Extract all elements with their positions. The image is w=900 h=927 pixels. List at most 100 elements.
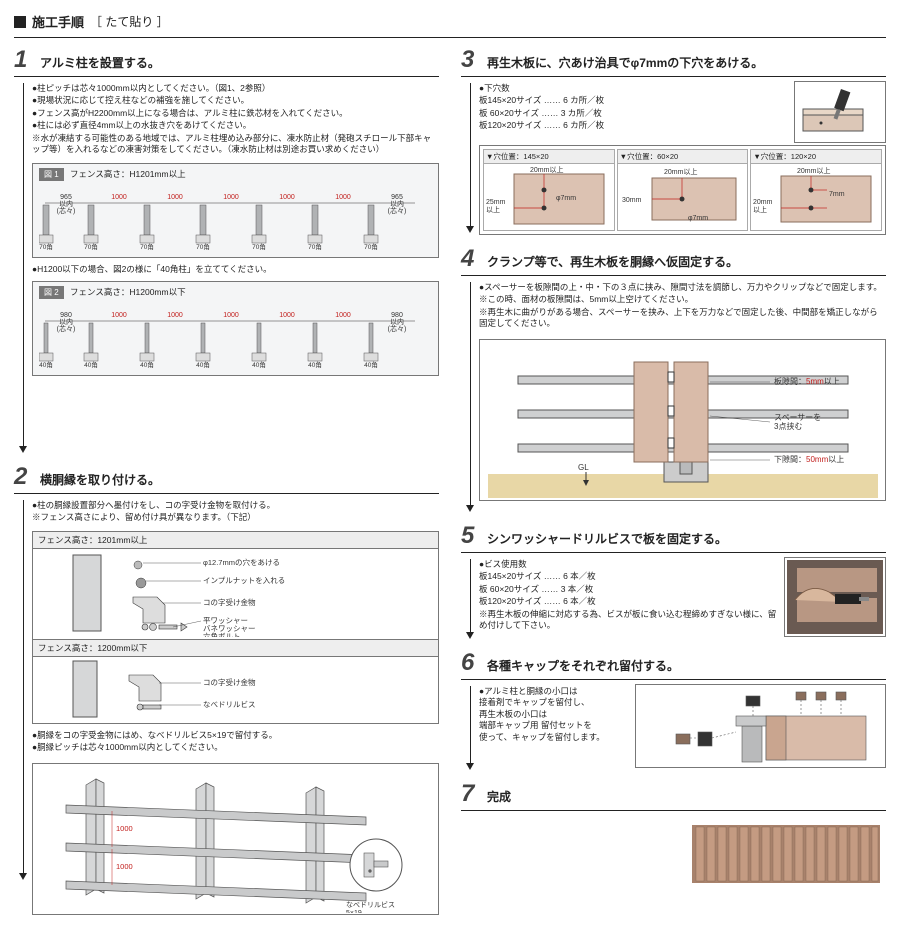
panel-h: ▼穴位置：145×20 <box>484 150 614 164</box>
step-4-diagram: GL 板隙間：5mm以上 スペーサーを3点挟む 下隙間：50mm以上 <box>479 339 886 501</box>
header-subtitle: ［ たて貼り ］ <box>90 13 169 30</box>
note: ●胴縁をコの字受金物にはめ、なべドリルビス5×19で留付する。 <box>32 730 439 741</box>
note: 板120×20サイズ …… 6 本／枚 <box>479 596 778 607</box>
note: ●フェンス高がH2200mm以上になる場合は、アルミ柱に鉄芯材を入れてください。 <box>32 108 439 119</box>
svg-text:70角: 70角 <box>196 242 210 251</box>
note: ●胴縁ピッチは芯々1000mm以内としてください。 <box>32 742 439 753</box>
note: ※フェンス高さにより、留め付け具が異なります。（下記） <box>32 512 439 523</box>
label: インプルナットを入れる <box>203 576 285 585</box>
svg-text:1000: 1000 <box>167 312 183 319</box>
svg-text:コの字受け金物: コの字受け金物 <box>203 677 256 687</box>
step-6: 6 各種キャップをそれぞれ留付する。 ●アルミ柱と胴縁の小口は 接着剤でキャップ… <box>461 649 886 770</box>
step-2-big-diagram: 1000 1000 なべドリルビス5×19 <box>32 763 439 915</box>
step-3-title: 再生木板に、穴あけ治具でφ7mmの下穴をあける。 <box>487 54 763 71</box>
note: 板145×20サイズ …… 6 カ所／枚 <box>479 95 788 106</box>
svg-text:965以内(芯々): 965以内(芯々) <box>388 194 407 215</box>
panel-header: フェンス高さ：1200mm以下 <box>33 639 438 657</box>
fig-label: 図 2 <box>39 286 64 299</box>
svg-text:30mm: 30mm <box>622 197 642 204</box>
figure-2: 図 2 フェンス高さ：H1200mm以下 980以内(芯々) 1000 1000… <box>32 281 439 376</box>
step-6-note: ●アルミ柱と胴縁の小口は 接着剤でキャップを留付し、 再生木板の小口は 端部キャ… <box>479 684 629 770</box>
svg-text:20mm以上: 20mm以上 <box>797 166 830 175</box>
page-header: 施工手順 ［ たて貼り ］ <box>14 12 886 31</box>
svg-text:70角: 70角 <box>308 242 322 251</box>
left-column: 1 アルミ柱を設置する。 ●柱ピッチは芯々1000mm以内としてください。（図1… <box>14 46 439 915</box>
note: ●ビス使用数 <box>479 559 778 570</box>
step-2-arrow <box>14 498 32 915</box>
svg-text:40角: 40角 <box>140 360 154 369</box>
svg-text:20mm以上: 20mm以上 <box>530 165 563 174</box>
header-marker <box>14 16 26 28</box>
right-column: 3 再生木板に、穴あけ治具でφ7mmの下穴をあける。 ●下穴数 板145×20サ… <box>461 46 886 915</box>
step-2-num: 2 <box>14 463 40 491</box>
svg-text:1000: 1000 <box>116 824 133 833</box>
svg-text:φ7mm: φ7mm <box>688 215 708 222</box>
svg-text:1000: 1000 <box>167 194 183 201</box>
step-3: 3 再生木板に、穴あけ治具でφ7mmの下穴をあける。 ●下穴数 板145×20サ… <box>461 46 886 235</box>
svg-text:1000: 1000 <box>335 194 351 201</box>
step-4: 4 クランプ等で、再生木板を胴縁へ仮固定する。 ●スペーサーを板隙間の上・中・下… <box>461 245 886 512</box>
panel-h: ▼穴位置：120×20 <box>751 150 881 164</box>
step-1: 1 アルミ柱を設置する。 ●柱ピッチは芯々1000mm以内としてください。（図1… <box>14 46 439 453</box>
step-7-title: 完成 <box>487 788 511 805</box>
svg-text:980以内(芯々): 980以内(芯々) <box>57 312 76 333</box>
step-3-num: 3 <box>461 46 487 74</box>
fig2-svg: 980以内(芯々) 1000 1000 1000 1000 1000 980以内… <box>39 299 419 369</box>
svg-text:1000: 1000 <box>111 312 127 319</box>
panel-h: ▼穴位置：60×20 <box>618 150 748 164</box>
svg-text:1000: 1000 <box>223 194 239 201</box>
header-title: 施工手順 <box>32 12 84 31</box>
step-5-photo <box>784 557 886 637</box>
svg-text:40角: 40角 <box>39 360 53 369</box>
label: φ12.7mmの穴をあける <box>203 557 280 567</box>
svg-text:40角: 40角 <box>364 360 378 369</box>
svg-text:なべドリルビス: なべドリルビス <box>203 700 256 709</box>
step-4-title: クランプ等で、再生木板を胴縁へ仮固定する。 <box>487 253 738 270</box>
step-5: 5 シンワッシャードリルビスで板を固定する。 ●ビス使用数 板145×20サイズ… <box>461 522 886 639</box>
svg-text:965以内(芯々): 965以内(芯々) <box>57 194 76 215</box>
step-4-num: 4 <box>461 245 487 273</box>
svg-text:1000: 1000 <box>116 862 133 871</box>
step-7: 7 完成 <box>461 780 886 889</box>
svg-text:20mm以上: 20mm以上 <box>664 167 697 176</box>
fig-title: フェンス高さ：H1201mm以上 <box>70 169 186 179</box>
note: ※水が凍結する可能性のある地域では、アルミ柱埋め込み部分に、凍水防止材（発砲スチ… <box>32 133 439 156</box>
svg-text:70角: 70角 <box>252 242 266 251</box>
svg-text:70角: 70角 <box>364 242 378 251</box>
svg-text:40角: 40角 <box>196 360 210 369</box>
note: 板 60×20サイズ …… 3 カ所／枚 <box>479 108 788 119</box>
panel-header: フェンス高さ：1201mm以上 <box>33 532 438 549</box>
svg-text:980以内(芯々): 980以内(芯々) <box>388 312 407 333</box>
note: ●現場状況に応じて控え柱などの補強を施してください。 <box>32 95 439 106</box>
svg-text:1000: 1000 <box>111 194 127 201</box>
svg-text:1000: 1000 <box>335 312 351 319</box>
step-7-render <box>686 819 886 889</box>
step-1-title: アルミ柱を設置する。 <box>40 54 160 71</box>
svg-text:20mm以上: 20mm以上 <box>753 199 773 214</box>
step-3-panels: ▼穴位置：145×20 20mm以上 25mm以上 <box>479 145 886 235</box>
svg-text:φ7mm: φ7mm <box>556 195 576 202</box>
svg-text:1000: 1000 <box>279 194 295 201</box>
note: ●スペーサーを板隙間の上・中・下の３点に挟み、隙間寸法を調節し、万力やクリップな… <box>479 282 886 293</box>
step-1-num: 1 <box>14 46 40 74</box>
step-5-title: シンワッシャードリルビスで板を固定する。 <box>487 530 727 547</box>
note: ●柱には必ず直径4mm以上の水抜き穴をあけてください。 <box>32 120 439 131</box>
svg-text:70角: 70角 <box>84 242 98 251</box>
svg-text:40角: 40角 <box>308 360 322 369</box>
step-2: 2 横胴縁を取り付ける。 ●柱の胴縁設置部分へ墨付けをし、コの字受け金物を取付け… <box>14 463 439 915</box>
step-5-num: 5 <box>461 522 487 550</box>
svg-text:下隙間：50mm以上: 下隙間：50mm以上 <box>774 454 844 464</box>
svg-text:板隙間：5mm以上: 板隙間：5mm以上 <box>774 376 840 386</box>
svg-text:7mm: 7mm <box>829 191 845 198</box>
step-1-notes: ●柱ピッチは芯々1000mm以内としてください。（図1、2参照） ●現場状況に応… <box>32 81 439 161</box>
note: 板145×20サイズ …… 6 本／枚 <box>479 571 778 582</box>
svg-text:1000: 1000 <box>279 312 295 319</box>
svg-text:25mm以上: 25mm以上 <box>486 199 506 214</box>
step-2-panel-a: フェンス高さ：1201mm以上 <box>32 531 439 724</box>
label: コの字受け金物 <box>203 597 256 607</box>
figure-1: 図 1 フェンス高さ：H1201mm以上 <box>32 163 439 258</box>
step-7-num: 7 <box>461 780 487 808</box>
step-6-diagram <box>635 684 886 768</box>
svg-text:40角: 40角 <box>252 360 266 369</box>
fig1-svg: 965以内(芯々) 1000 1000 1000 1000 1000 965以内… <box>39 181 419 251</box>
